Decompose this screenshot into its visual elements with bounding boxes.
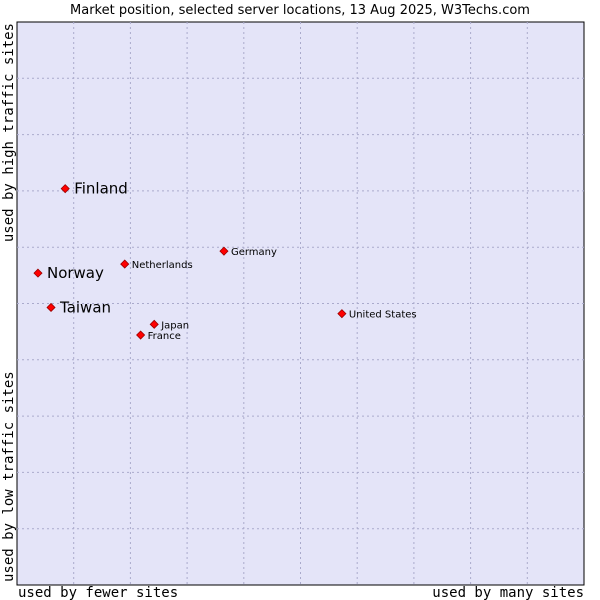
- point-marker-germany: [219, 246, 229, 256]
- point-label-taiwan: Taiwan: [59, 298, 111, 316]
- point-marker-netherlands: [120, 259, 130, 269]
- y-axis-label-high: used by high traffic sites: [1, 23, 17, 242]
- grid: [17, 22, 584, 585]
- point-marker-norway: [33, 268, 43, 278]
- point-label-finland: Finland: [74, 180, 128, 198]
- point-label-netherlands: Netherlands: [132, 260, 193, 271]
- point-marker-france: [136, 330, 146, 340]
- chart-title: Market position, selected server locatio…: [70, 3, 530, 18]
- y-axis-label-low: used by low traffic sites: [1, 371, 17, 582]
- point-marker-japan: [149, 319, 159, 329]
- point-marker-taiwan: [46, 302, 56, 313]
- x-axis-label-low: used by fewer sites: [18, 585, 178, 600]
- x-axis-label-high: used by many sites: [432, 585, 584, 600]
- point-marker-finland: [60, 184, 70, 194]
- data-points: Finland Norway Taiwan Germany Netherlands Uni…: [33, 180, 417, 342]
- point-label-norway: Norway: [47, 264, 104, 282]
- point-marker-united-states: [337, 309, 347, 319]
- point-label-united-states: United States: [349, 310, 417, 321]
- point-label-germany: Germany: [231, 247, 277, 258]
- point-label-japan: Japan: [160, 320, 189, 331]
- point-label-france: France: [148, 331, 181, 342]
